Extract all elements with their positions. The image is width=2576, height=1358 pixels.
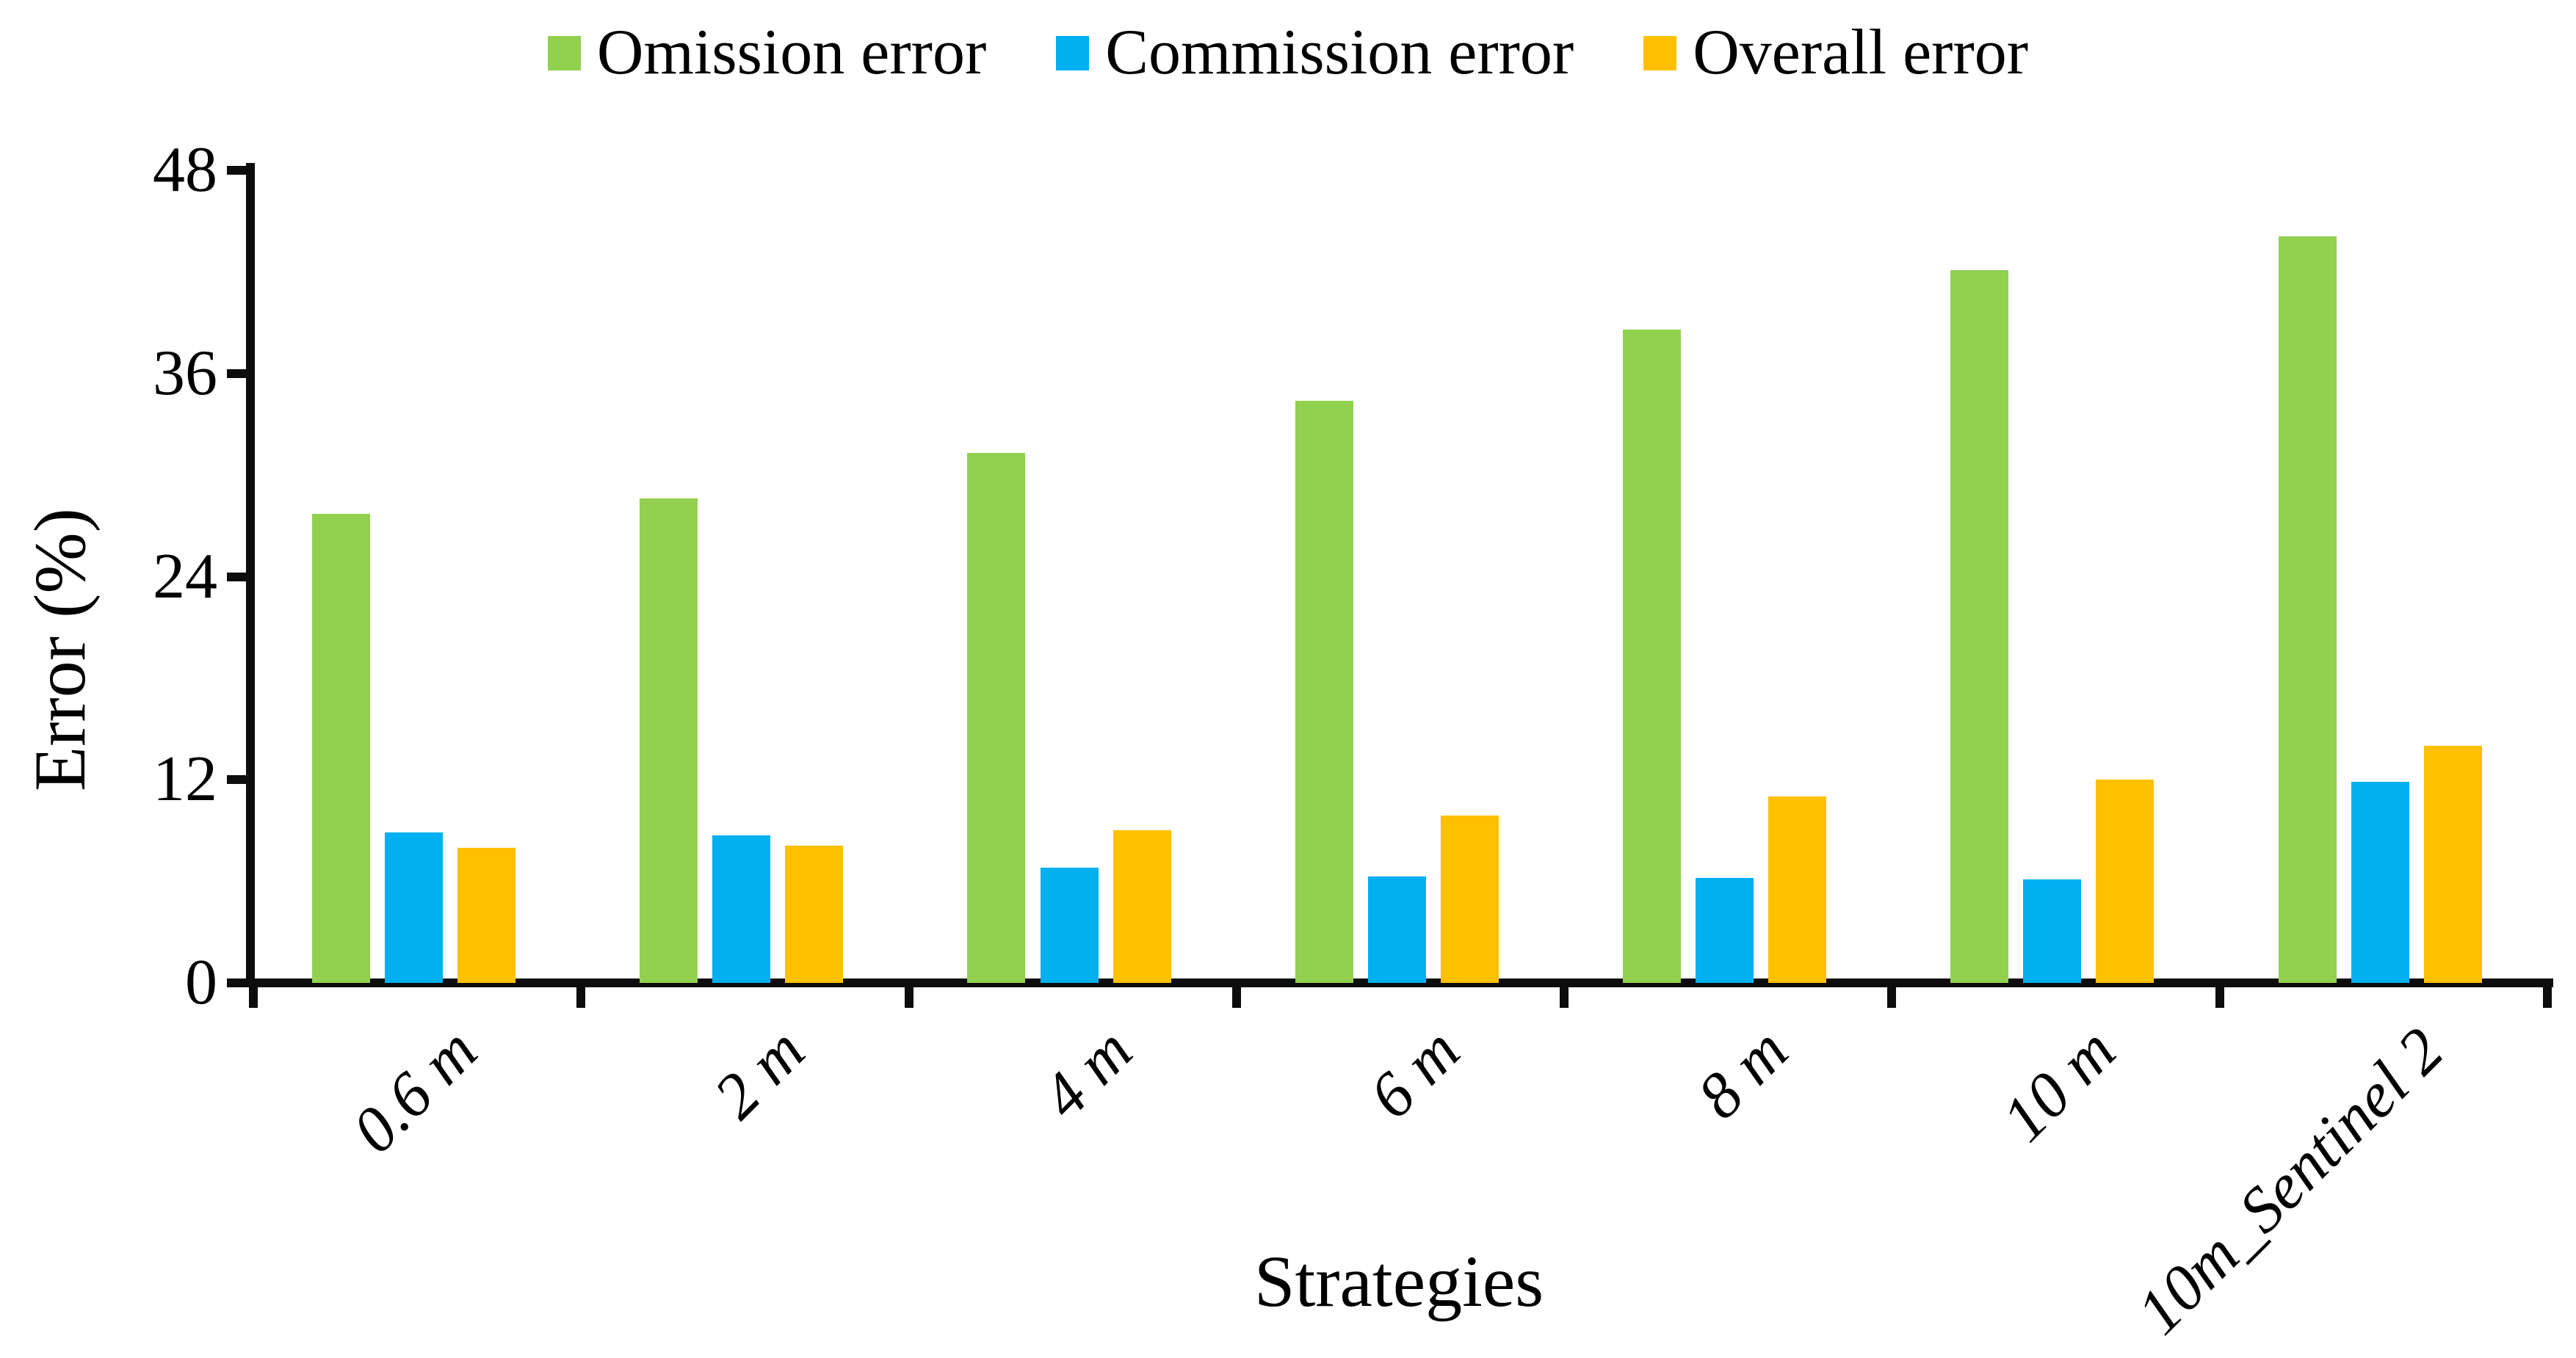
legend-item-omission-error: Omission error	[547, 17, 987, 88]
x-category-label-8-m: 8 m	[1684, 1014, 1802, 1133]
bar-overall-error-2-m	[785, 846, 844, 983]
x-axis-tick-4	[1560, 987, 1569, 1008]
x-axis-tick-0	[249, 987, 258, 1008]
bar-commission-error-6-m	[1367, 876, 1426, 983]
bar-omission-error-2-m	[640, 498, 698, 983]
x-axis-tick-1	[576, 987, 586, 1008]
bar-omission-error-8-m	[1623, 329, 1681, 983]
y-tick-label-24: 24	[153, 540, 217, 612]
x-axis-tick-6	[2215, 987, 2224, 1008]
x-category-label-4-m: 4 m	[1028, 1014, 1146, 1133]
y-axis-tick-24	[227, 572, 250, 581]
bar-overall-error-0-6-m	[457, 847, 516, 983]
x-category-label-10-m: 10 m	[1989, 1014, 2130, 1155]
y-tick-label-36: 36	[153, 337, 217, 409]
y-tick-label-0: 0	[185, 947, 217, 1018]
bar-omission-error-10-m	[1950, 270, 2009, 983]
legend-label-overall-error: Overall error	[1693, 17, 2029, 88]
bar-overall-error-10m-sentinel-2	[2423, 746, 2482, 983]
x-axis-tick-2	[904, 987, 913, 1008]
x-axis-tick-3	[1231, 987, 1241, 1008]
x-category-label-6-m: 6 m	[1356, 1014, 1475, 1133]
y-axis-tick-48	[227, 166, 250, 175]
y-axis-tick-12	[227, 775, 250, 785]
legend-swatch-overall-error	[1643, 35, 1677, 70]
legend-item-overall-error: Overall error	[1643, 21, 2028, 85]
bar-overall-error-6-m	[1440, 815, 1499, 983]
bar-commission-error-10m-sentinel-2	[2351, 781, 2409, 983]
y-axis-tick-36	[227, 368, 250, 378]
x-category-label-0-6-m: 0.6 m	[339, 1014, 491, 1167]
bar-commission-error-8-m	[1696, 878, 1754, 983]
x-category-label-2-m: 2 m	[701, 1014, 819, 1133]
bar-overall-error-8-m	[1768, 796, 1827, 983]
bar-omission-error-6-m	[1295, 400, 1353, 983]
x-axis-title: Strategies	[1253, 1241, 1544, 1322]
bar-omission-error-4-m	[967, 453, 1026, 983]
bar-commission-error-4-m	[1040, 868, 1099, 983]
legend-swatch-omission-error	[547, 35, 581, 70]
y-tick-label-12: 12	[153, 744, 217, 816]
chart-legend: Omission error Commission error Overall er…	[0, 9, 2576, 97]
legend-label-commission-error: Commission error	[1105, 17, 1574, 88]
bar-commission-error-0-6-m	[384, 832, 443, 983]
bar-omission-error-0-6-m	[311, 514, 370, 983]
y-axis-tick-0	[227, 978, 250, 987]
bar-commission-error-10-m	[2023, 879, 2082, 983]
legend-swatch-commission-error	[1056, 35, 1090, 70]
bar-commission-error-2-m	[712, 835, 771, 983]
x-axis-tick-7	[2543, 987, 2552, 1008]
bar-omission-error-10m-sentinel-2	[2278, 236, 2337, 983]
legend-label-omission-error: Omission error	[596, 17, 987, 88]
y-tick-label-48: 48	[153, 134, 217, 206]
bar-overall-error-10-m	[2096, 780, 2154, 983]
legend-item-commission-error: Commission error	[1056, 21, 1574, 85]
bar-overall-error-4-m	[1112, 830, 1171, 983]
x-axis-tick-5	[1887, 987, 1897, 1008]
